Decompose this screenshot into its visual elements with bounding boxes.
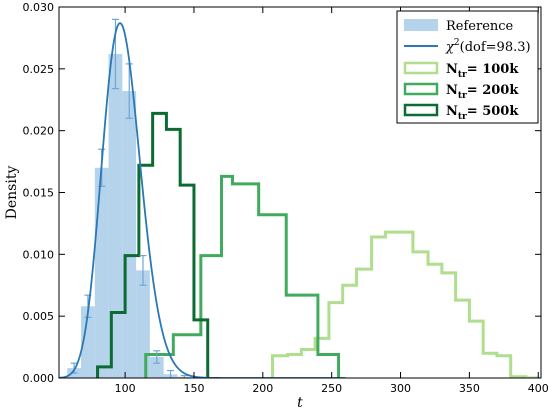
reference-bar [81,306,95,378]
histogram-series-3 [96,111,210,378]
x-tick-label: 200 [252,382,273,395]
legend-label-chi2: χ2(dof=98.3) [445,38,531,55]
reference-error-bar [167,369,175,378]
axis-ticks: 100 150 200 250 300 350 400 0.000 0.005 0.010 0.01… [23,1,549,395]
plot-area [59,18,540,378]
reference-error-bar [153,350,161,364]
x-tick-label: 300 [390,382,411,395]
histogram-series-2 [144,174,341,378]
y-axis-label: Density [4,166,20,220]
reference-bar [108,53,123,378]
reference-error-bar [139,254,147,286]
x-tick-label: 250 [321,382,342,395]
legend-swatch-series-2 [403,82,439,96]
y-tick-label: 0.015 [23,187,55,200]
legend-swatch-reference [404,19,438,31]
reference-bar [136,270,150,378]
y-tick-label: 0.020 [23,125,55,138]
legend: Reference χ2(dof=98.3) Ntr= 100k Ntr= 200k N… [396,10,539,124]
x-tick-label: 100 [115,382,136,395]
reference-bar [94,167,109,378]
x-axis-label: t [297,395,303,411]
reference-bar [122,91,137,378]
histogram-series-1 [270,230,540,378]
x-tick-label: 400 [528,382,549,395]
x-tick-label: 150 [183,382,204,395]
legend-label-series-2: Ntr= 200k [446,83,519,101]
legend-label-reference: Reference [446,19,514,34]
y-tick-label: 0.025 [23,63,55,76]
legend-label-series-1: Ntr= 100k [446,62,519,80]
legend-swatch-series-1 [403,61,439,75]
reference-bar [149,356,164,378]
legend-swatch-series-3 [403,103,439,117]
x-tick-label: 350 [459,382,480,395]
y-tick-label: 0.000 [23,372,55,385]
y-tick-label: 0.030 [23,1,55,14]
y-tick-label: 0.005 [23,310,55,323]
y-tick-label: 0.010 [23,248,55,261]
legend-label-series-3: Ntr= 500k [446,104,519,122]
